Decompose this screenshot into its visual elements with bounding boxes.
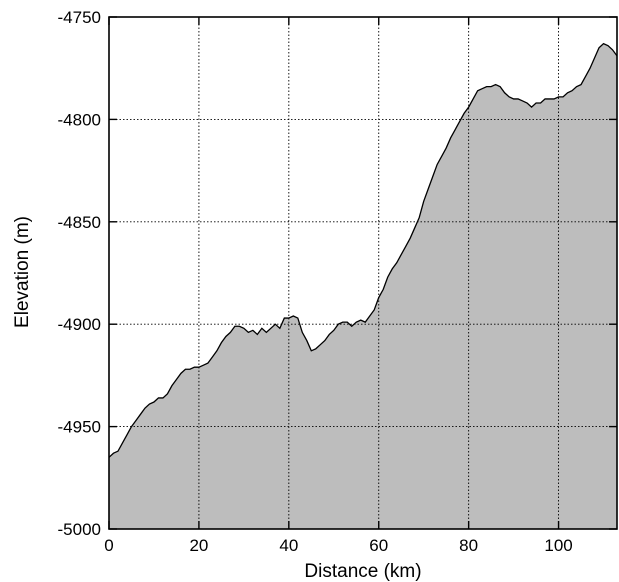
x-tick-label: 20 <box>189 536 208 555</box>
x-tick-label: 80 <box>459 536 478 555</box>
y-axis-title: Elevation (m) <box>12 216 33 328</box>
grid <box>109 17 617 529</box>
x-tick-label: 100 <box>544 536 572 555</box>
y-tick-label: -4900 <box>58 315 101 334</box>
plot-frame <box>108 16 618 530</box>
y-tick-label: -5000 <box>58 520 101 539</box>
elevation-line <box>108 42 618 458</box>
plot-area <box>108 42 618 530</box>
y-tick-label: -4800 <box>58 110 101 129</box>
y-tick-label: -4750 <box>58 8 101 27</box>
plot-border <box>108 16 618 530</box>
tick-labels: 0 20 40 60 80 100 -5000 -4950 -4900 -4850 -4800 -47… <box>58 8 573 555</box>
x-tick-label: 40 <box>279 536 298 555</box>
x-axis-title: Distance (km) <box>304 561 421 582</box>
y-tick-label: -4950 <box>58 418 101 437</box>
x-tick-label: 0 <box>104 536 113 555</box>
elevation-area <box>109 43 617 530</box>
tick-marks <box>108 16 617 530</box>
y-tick-label: -4850 <box>58 213 101 232</box>
x-tick-label: 60 <box>369 536 388 555</box>
